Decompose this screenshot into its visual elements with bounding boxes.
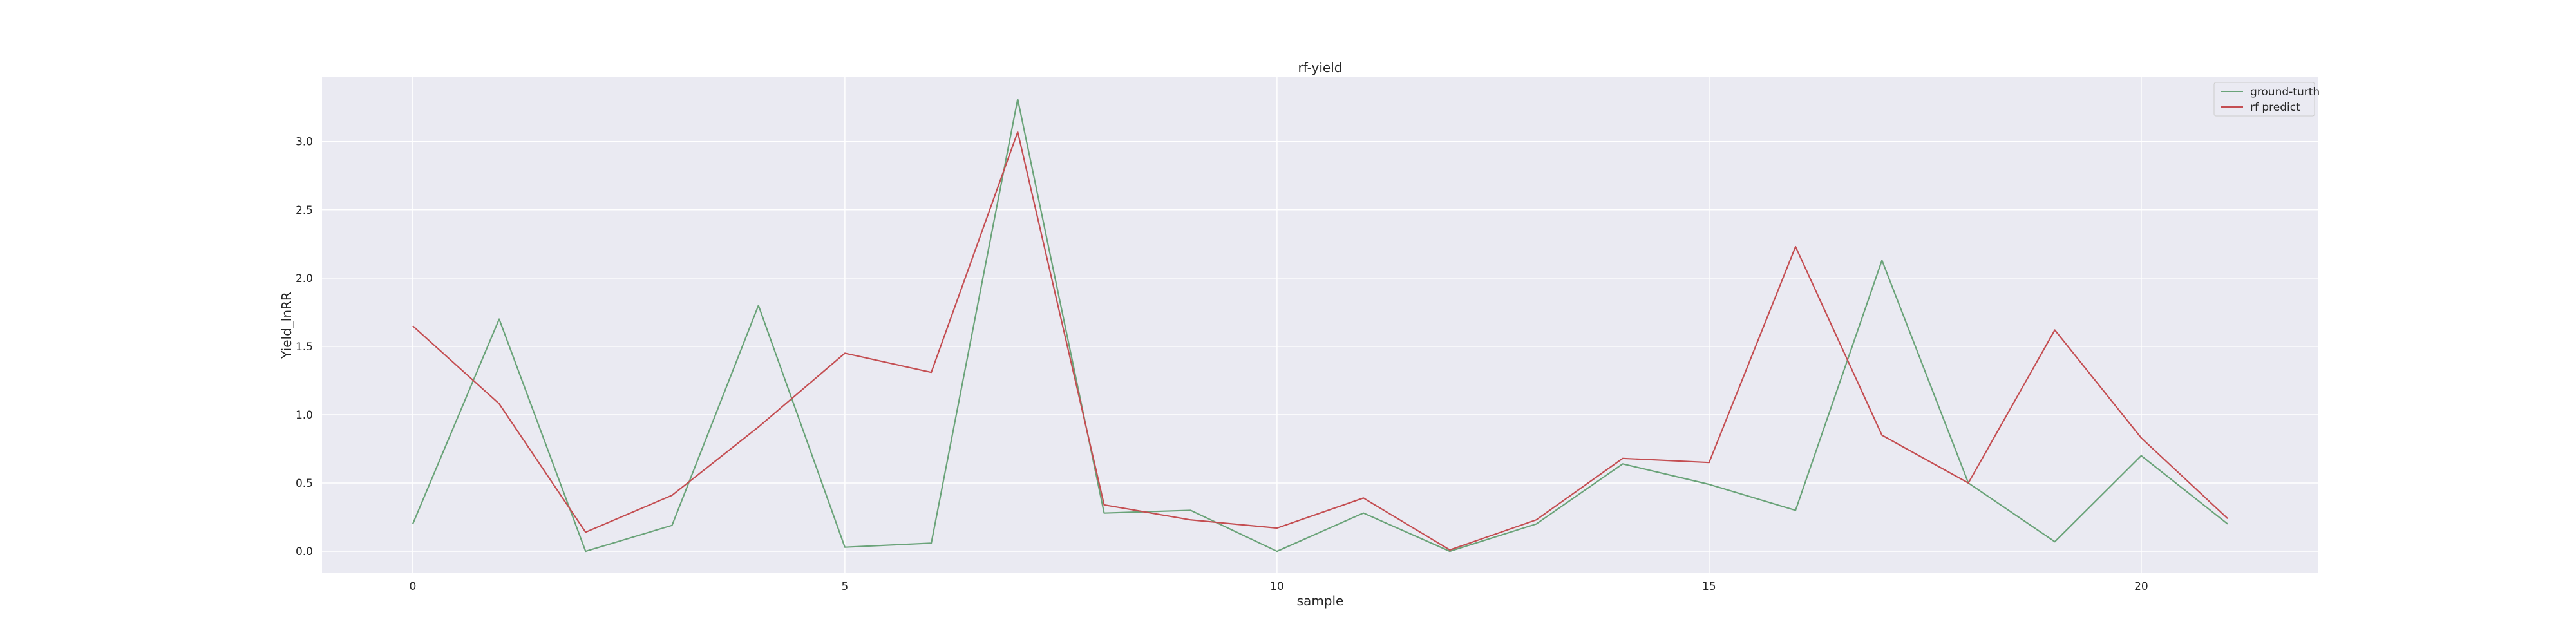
y-tick-label: 2.5 (296, 204, 313, 217)
series-lines (412, 98, 2228, 553)
chart-title: rf-yield (1298, 60, 1343, 75)
x-tick-label: 15 (1702, 580, 1716, 593)
x-tick-label: 20 (2134, 580, 2148, 593)
x-axis-ticks: 0 5 10 15 20 (409, 580, 2148, 593)
grid-lines (322, 77, 2318, 573)
x-tick-label: 5 (841, 580, 848, 593)
x-tick-label: 0 (409, 580, 416, 593)
y-tick-label: 1.5 (296, 341, 313, 354)
legend: ground-turth rf predict (2213, 82, 2320, 117)
y-axis-label: Yield_lnRR (279, 292, 294, 359)
x-axis-label: sample (1297, 593, 1344, 609)
x-tick-label: 10 (1270, 580, 1284, 593)
series-line-ground-turth (412, 98, 2228, 553)
y-tick-label: 0.5 (296, 477, 313, 490)
y-axis-ticks: 0.0 0.5 1.0 1.5 2.0 2.5 3.0 (296, 136, 313, 558)
plot-background (322, 77, 2318, 573)
legend-label-rf-predict: rf predict (2250, 101, 2300, 114)
series-line-rf-predict (412, 131, 2228, 551)
y-tick-label: 3.0 (296, 136, 313, 149)
y-tick-label: 2.0 (296, 272, 313, 285)
legend-label-ground-turth: ground-turth (2250, 86, 2320, 99)
y-tick-label: 1.0 (296, 409, 313, 422)
y-tick-label: 0.0 (296, 545, 313, 558)
